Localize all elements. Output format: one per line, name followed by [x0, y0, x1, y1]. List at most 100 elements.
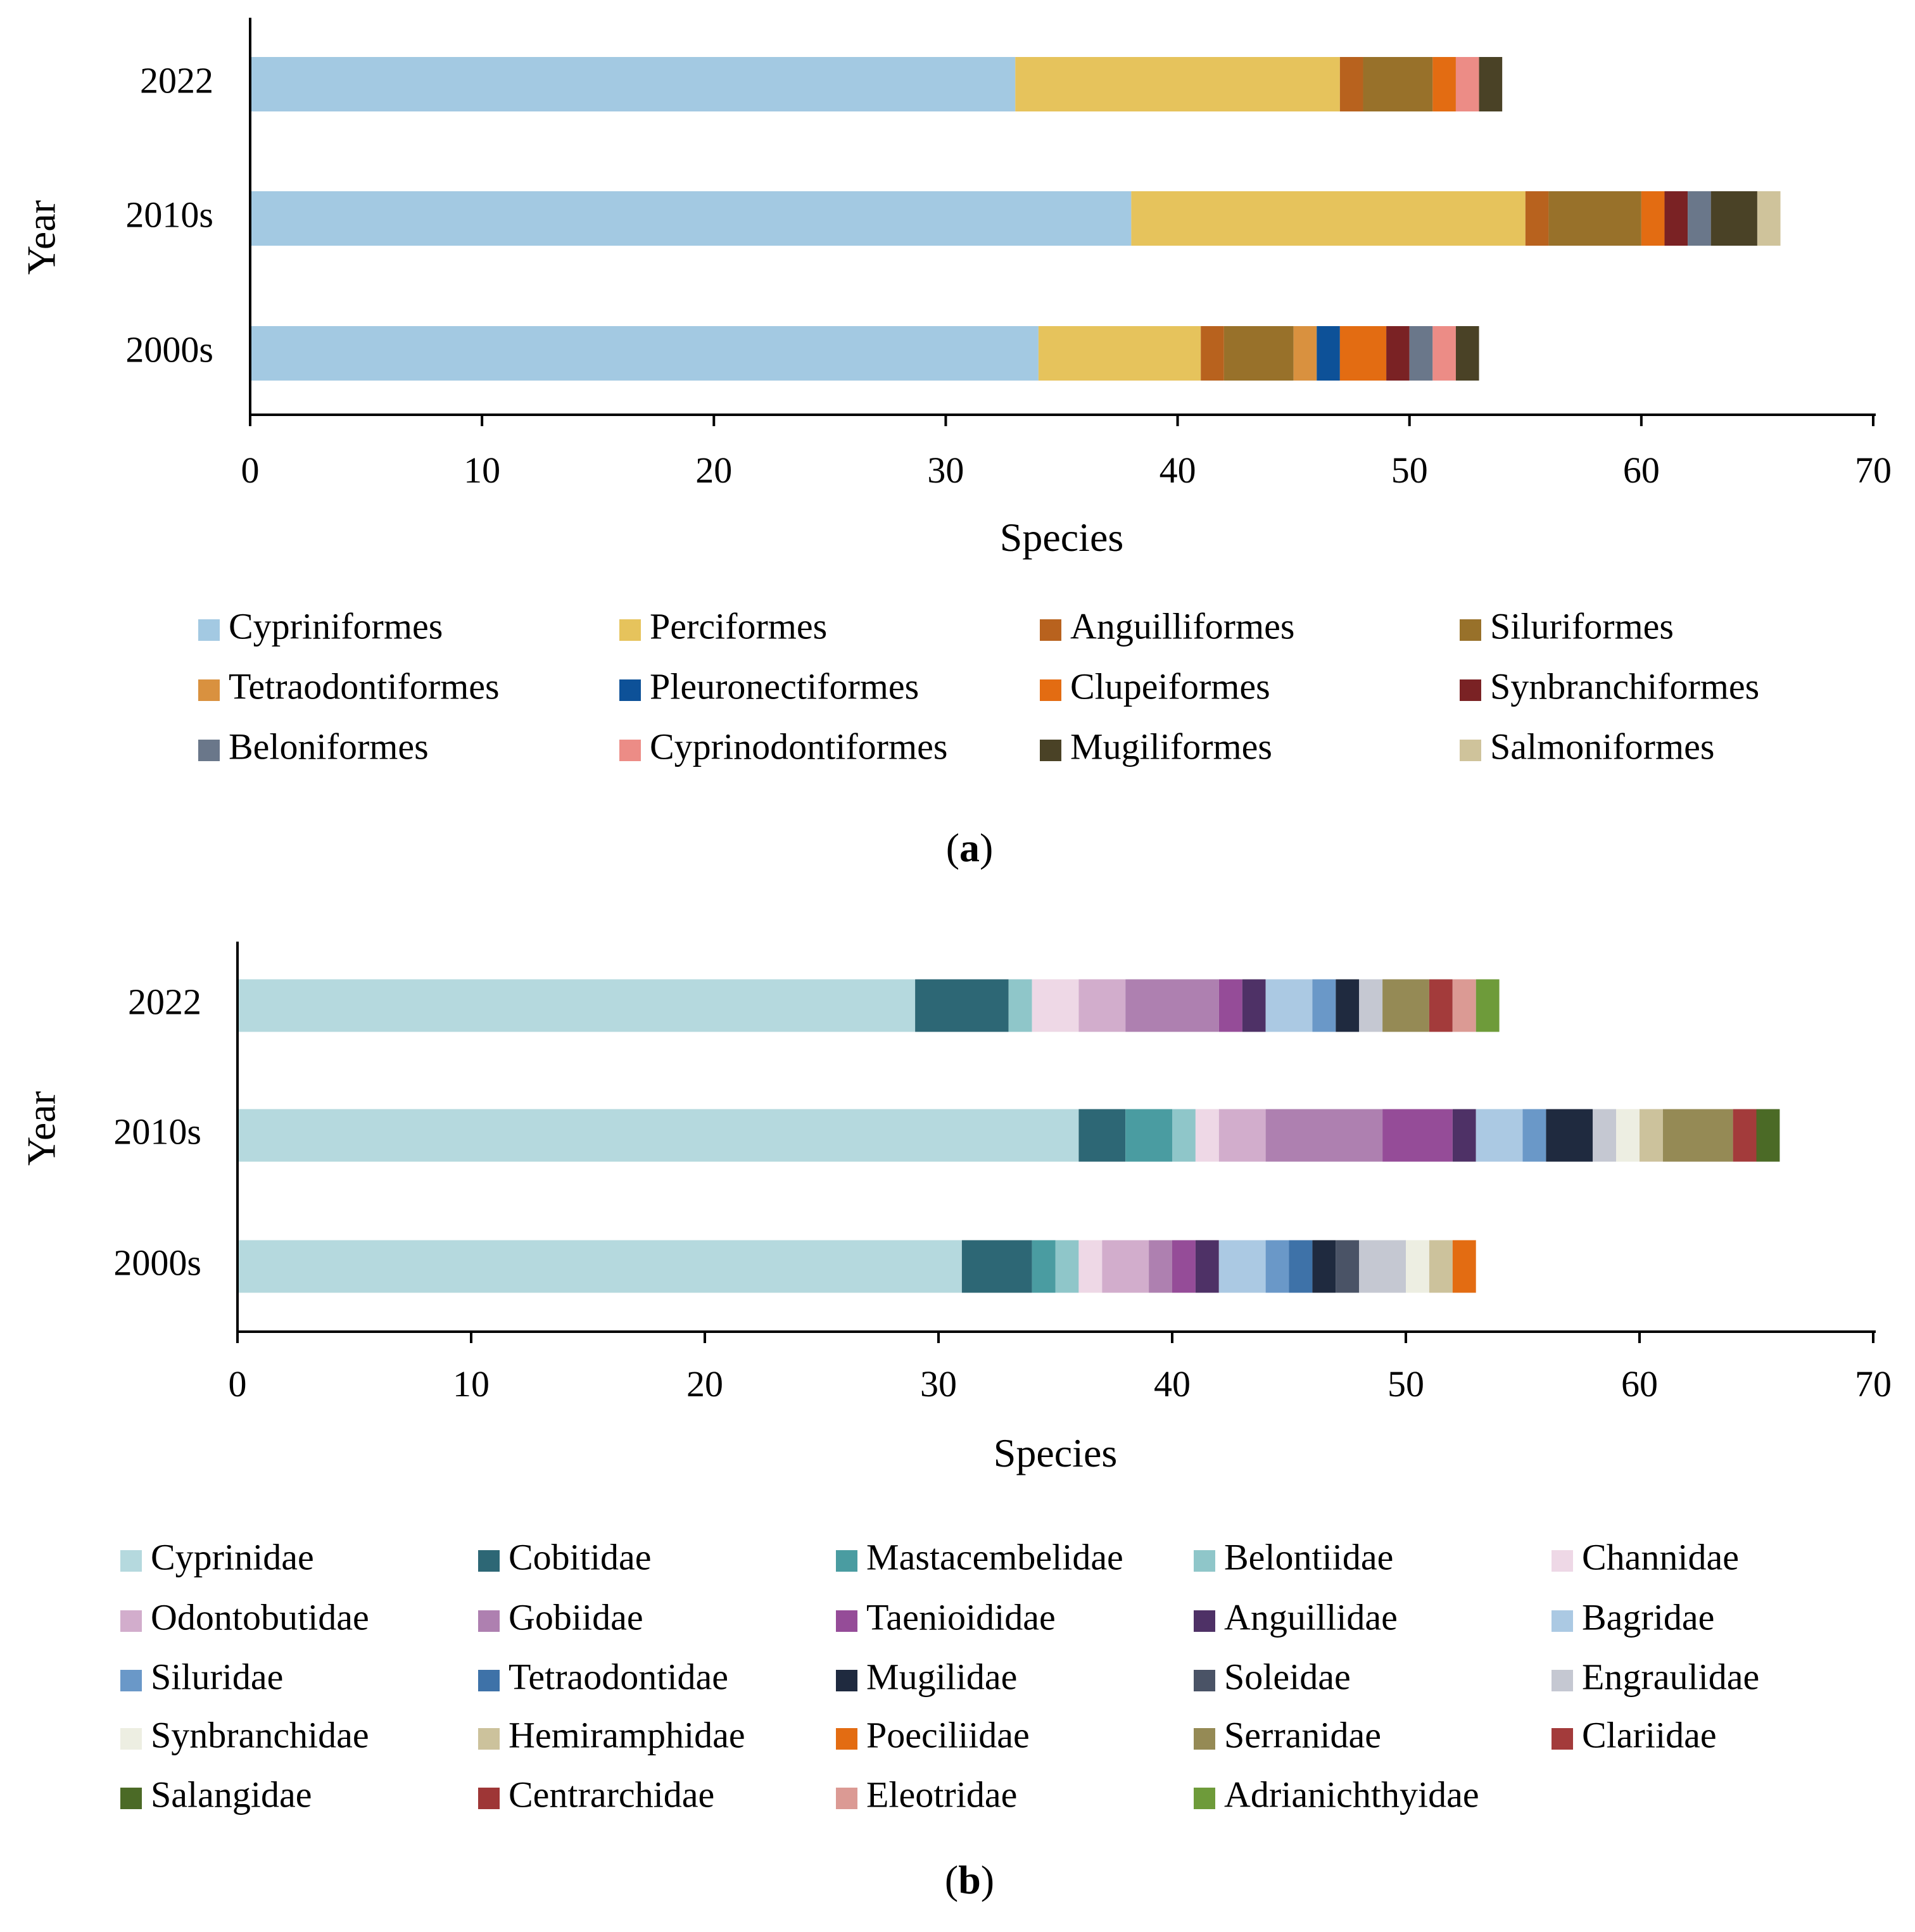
legend-swatch: [198, 740, 220, 761]
legend-swatch: [619, 619, 641, 641]
bar-segment: [1218, 1109, 1266, 1162]
x-tick-label: 30: [927, 450, 964, 491]
bar-segment: [915, 979, 1009, 1032]
x-tick-label: 20: [686, 1363, 723, 1405]
legend-swatch: [1194, 1550, 1215, 1572]
bar-segment: [237, 1240, 962, 1293]
bar-segment: [1055, 1240, 1079, 1293]
legend-label: Clupeiformes: [1070, 666, 1270, 707]
panel-label-open: (: [946, 825, 959, 870]
legend-swatch: [120, 1728, 142, 1750]
x-tick-label: 10: [464, 450, 500, 491]
legend-swatch: [619, 679, 641, 701]
bar-segment: [250, 326, 1039, 381]
legend-label: Channidae: [1582, 1536, 1739, 1577]
x-tick-label: 40: [1154, 1363, 1191, 1405]
bar-segment: [1339, 57, 1363, 111]
legend-label: Beloniformes: [229, 726, 429, 767]
legend-label: Engraulidae: [1582, 1656, 1759, 1697]
legend-swatch: [478, 1728, 500, 1750]
chart-b: 2022 2010s 2000s 0 10 20 30 40 50 60 70 Species Year…: [19, 942, 1892, 1902]
panel-label-close: ): [981, 1857, 994, 1902]
bar-segment: [1131, 191, 1526, 246]
legend-label: Cypriniformes: [229, 605, 443, 647]
panel-label-open: (: [945, 1857, 958, 1902]
panel-label-letter: b: [958, 1857, 981, 1902]
legend-swatch: [1460, 740, 1481, 761]
bar-segment: [1641, 191, 1665, 246]
legend-swatch: [1460, 679, 1481, 701]
bar-segment: [1662, 1109, 1733, 1162]
x-tick-label: 70: [1855, 450, 1892, 491]
bar-segment: [1546, 1109, 1593, 1162]
legend-label: Belontiidae: [1224, 1536, 1393, 1577]
legend-swatch: [1040, 619, 1061, 641]
legend-label: Salangidae: [151, 1774, 312, 1815]
bar-segment: [1710, 191, 1757, 246]
legend-label: Cyprinodontiformes: [650, 726, 947, 767]
bar-segment: [1078, 1109, 1126, 1162]
panel-label-close: ): [980, 825, 993, 870]
bar-segment: [1452, 1109, 1476, 1162]
x-axis-title: Species: [994, 1430, 1118, 1475]
legend-swatch: [120, 1670, 142, 1691]
bar-segment: [1149, 1240, 1172, 1293]
legend-label: Salmoniformes: [1490, 726, 1714, 767]
bar-segment: [1032, 1240, 1056, 1293]
x-tick-label: 30: [920, 1363, 957, 1405]
category-label: 2010s: [113, 1111, 201, 1152]
legend-swatch: [1194, 1788, 1215, 1809]
bar-segment: [1125, 979, 1219, 1032]
legend-swatch: [198, 619, 220, 641]
legend-label: Cobitidae: [509, 1536, 652, 1577]
legend-label: Anguilliformes: [1070, 605, 1294, 647]
legend-swatch: [1194, 1610, 1215, 1632]
legend-label: Centrarchidae: [509, 1774, 714, 1815]
legend-label: Taenioididae: [866, 1596, 1056, 1638]
legend-swatch: [836, 1728, 857, 1750]
legend-swatch: [1552, 1670, 1573, 1691]
x-tick-label: 60: [1621, 1363, 1658, 1405]
legend-label: Soleidae: [1224, 1656, 1351, 1697]
bar-segment: [1386, 326, 1410, 381]
bar-segment: [1265, 1240, 1289, 1293]
y-axis-title: Year: [19, 1091, 64, 1166]
bar-segment: [1218, 1240, 1266, 1293]
legend-label: Tetraodontiformes: [229, 666, 500, 707]
bar-segment: [1339, 326, 1387, 381]
legend-label: Mugiliformes: [1070, 726, 1272, 767]
bar-segment: [1359, 1240, 1406, 1293]
bar-segment: [1455, 326, 1479, 381]
legend-swatch: [198, 679, 220, 701]
bar-segment: [1195, 1240, 1219, 1293]
panel-label: (a): [946, 825, 994, 870]
bar-segment: [1223, 326, 1294, 381]
bar-segment: [1102, 1240, 1149, 1293]
x-axis-title: Species: [1000, 515, 1124, 560]
bar-segment: [1733, 1109, 1757, 1162]
bar-segment: [1172, 1109, 1196, 1162]
bar-segment: [1429, 1240, 1453, 1293]
bar-segment: [1242, 979, 1266, 1032]
bar-segment: [1359, 979, 1383, 1032]
panel-label: (b): [945, 1857, 994, 1902]
legend-swatch: [1040, 740, 1061, 761]
bar-segment: [1078, 979, 1126, 1032]
bar-segment: [1336, 979, 1360, 1032]
x-tick-label: 0: [241, 450, 260, 491]
bar-segment: [1455, 57, 1479, 111]
legend-label: Pleuronectiformes: [650, 666, 919, 707]
legend-label: Odontobutidae: [151, 1596, 369, 1638]
legend-swatch: [619, 740, 641, 761]
bar-segment: [1265, 979, 1313, 1032]
bar-segment: [1218, 979, 1242, 1032]
legend-label: Synbranchiformes: [1490, 666, 1759, 707]
bar-segment: [1078, 1240, 1103, 1293]
bar-segment: [1525, 191, 1549, 246]
category-label: 2022: [140, 60, 213, 101]
legend-swatch: [836, 1670, 857, 1691]
x-tick-label: 70: [1855, 1363, 1892, 1405]
bar-segment: [1406, 1240, 1429, 1293]
